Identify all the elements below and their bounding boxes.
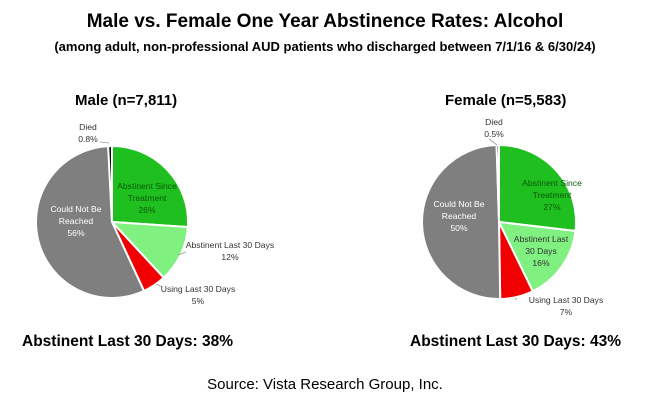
leader-line xyxy=(155,283,163,288)
male-pie-title: Male (n=7,811) xyxy=(75,92,177,109)
slice-label-using-last-30: Using Last 30 Days 7% xyxy=(529,295,604,317)
pie-slice-could-not-be-reached xyxy=(35,145,146,299)
chart-subtitle: (among adult, non-professional AUD patie… xyxy=(54,39,595,54)
pie-slice-abstinent-since-treatment xyxy=(111,144,189,229)
leader-line xyxy=(177,251,187,256)
slice-label-using-last-30: Using Last 30 Days 5% xyxy=(161,284,236,306)
slice-label-abstinent-since-treatment: Abstinent Since Treatment 26% xyxy=(117,181,177,215)
pie-slice-abstinent-since-treatment xyxy=(498,143,577,233)
leader-line xyxy=(488,138,498,146)
leader-line xyxy=(514,297,518,301)
male-summary: Abstinent Last 30 Days: 38% xyxy=(22,333,233,350)
source-note: Source: Vista Research Group, Inc. xyxy=(207,376,443,393)
slice-label-could-not-be-reached: Could Not Be Reached 56% xyxy=(50,204,101,238)
female-pie: Abstinent Since Treatment 27% Abstinent Las… xyxy=(421,117,604,317)
chart-title: Male vs. Female One Year Abstinence Rate… xyxy=(87,11,564,32)
pie-slice-abstinent-last-30 xyxy=(497,220,577,293)
slice-label-abstinent-since-treatment: Abstinent Since Treatment 27% xyxy=(522,178,582,212)
pie-slice-died xyxy=(107,144,113,223)
female-pie-title: Female (n=5,583) xyxy=(445,92,566,109)
slice-label-could-not-be-reached: Could Not Be Reached 50% xyxy=(433,199,484,233)
slice-label-died: Died 0.5% xyxy=(484,117,504,139)
leader-line xyxy=(99,141,110,144)
slice-label-abstinent-last-30: Abstinent Last 30 Days 12% xyxy=(186,240,274,262)
pie-slice-could-not-be-reached xyxy=(421,144,502,300)
slice-label-abstinent-last-30: Abstinent Last 30 Days 16% xyxy=(514,234,569,268)
slice-label-died: Died 0.8% xyxy=(78,122,98,144)
male-pie: Abstinent Since Treatment 26% Abstinent Las… xyxy=(35,122,274,306)
female-summary: Abstinent Last 30 Days: 43% xyxy=(410,333,621,350)
